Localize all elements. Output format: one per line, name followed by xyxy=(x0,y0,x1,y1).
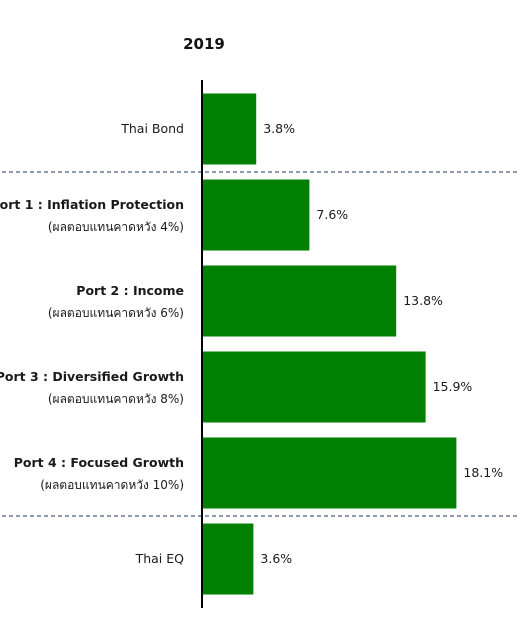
data-label: 13.8% xyxy=(403,293,443,308)
bar xyxy=(203,93,257,165)
bar xyxy=(203,351,426,423)
data-label: 3.6% xyxy=(260,551,292,566)
chart-title: 2019 xyxy=(183,35,225,53)
category-label: Port 4 : Focused Growth xyxy=(14,455,184,470)
bar xyxy=(203,265,397,337)
data-label: 15.9% xyxy=(433,379,473,394)
data-label: 7.6% xyxy=(316,207,348,222)
category-label: Port 1 : Inflation Protection xyxy=(0,197,184,212)
value-label-group: 3.8% 7.6% 13.8% 15.9% 18.1% 3.6% xyxy=(260,121,503,566)
category-label: Port 2 : Income xyxy=(76,283,184,298)
separator-lines xyxy=(2,171,518,517)
category-sublabel: (ผลตอบแทนคาดหวัง 10%) xyxy=(40,478,184,492)
category-sublabel: (ผลตอบแทนคาดหวัง 6%) xyxy=(48,306,184,320)
category-label: Thai Bond xyxy=(120,121,184,136)
data-label: 18.1% xyxy=(463,465,503,480)
category-label: Port 3 : Diversified Growth xyxy=(0,369,184,384)
bar-group xyxy=(203,93,457,595)
category-label-group: Thai Bond Port 1 : Inflation Protection (ผ… xyxy=(0,121,184,566)
category-label: Thai EQ xyxy=(135,551,185,566)
category-sublabel: (ผลตอบแทนคาดหวัง 8%) xyxy=(48,392,184,406)
bar xyxy=(203,179,310,251)
bar xyxy=(203,523,254,595)
data-label: 3.8% xyxy=(263,121,295,136)
category-sublabel: (ผลตอบแทนคาดหวัง 4%) xyxy=(48,220,184,234)
bar xyxy=(203,437,457,509)
